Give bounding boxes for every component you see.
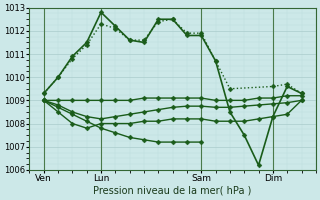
X-axis label: Pression niveau de la mer( hPa ): Pression niveau de la mer( hPa ) (93, 186, 252, 196)
